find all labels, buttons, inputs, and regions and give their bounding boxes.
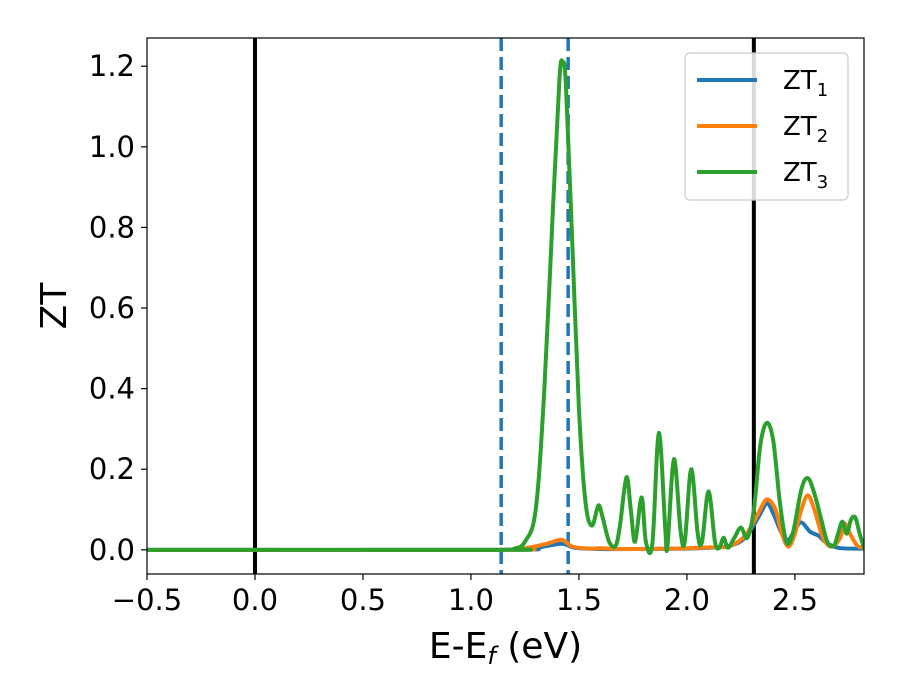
- x-tick-label: 2.5: [772, 583, 818, 617]
- x-axis-label: E-Ef (eV): [429, 626, 582, 670]
- series-line-zt3: [147, 58, 864, 556]
- x-axis-label-unit: (eV): [496, 626, 582, 667]
- x-tick-label: 0.5: [340, 583, 386, 617]
- legend-label-main: ZT: [783, 158, 817, 188]
- y-tick-label: 1.2: [89, 49, 135, 83]
- legend-label-zt2: ZT2: [783, 112, 828, 147]
- x-tick-label: 1.5: [556, 583, 602, 617]
- legend-label-subscript: 1: [817, 80, 828, 101]
- x-tick-label: 2.0: [664, 583, 710, 617]
- y-tick-label: 0.4: [89, 372, 135, 406]
- y-tick-label: 1.0: [89, 130, 135, 164]
- y-tick-label: 0.2: [89, 452, 135, 486]
- axes-frame: [146, 37, 865, 575]
- x-axis-label-main: E-E: [429, 626, 487, 667]
- y-axis-label: ZT: [34, 282, 75, 330]
- legend-label-main: ZT: [783, 66, 817, 96]
- axes: −0.5 0.0 0.5 1.0 1.5 2.0 2.5 0.0 0.2 0.4 0.6 0.8 1.0…: [89, 37, 865, 617]
- y-tick-label: 0.6: [89, 291, 135, 325]
- legend-box: [684, 52, 849, 201]
- legend-label-main: ZT: [783, 112, 817, 142]
- x-tick-label: 0.0: [232, 583, 278, 617]
- y-tick-label: 0.0: [89, 533, 135, 567]
- x-tick-label: 1.0: [448, 583, 494, 617]
- y-tick-label: 0.8: [89, 210, 135, 244]
- legend-label-subscript: 3: [817, 172, 828, 193]
- legend-label-zt1: ZT1: [783, 66, 828, 101]
- legend-label-zt3: ZT3: [783, 158, 828, 193]
- x-tick-label: −0.5: [112, 583, 182, 617]
- legend-label-subscript: 2: [817, 126, 828, 147]
